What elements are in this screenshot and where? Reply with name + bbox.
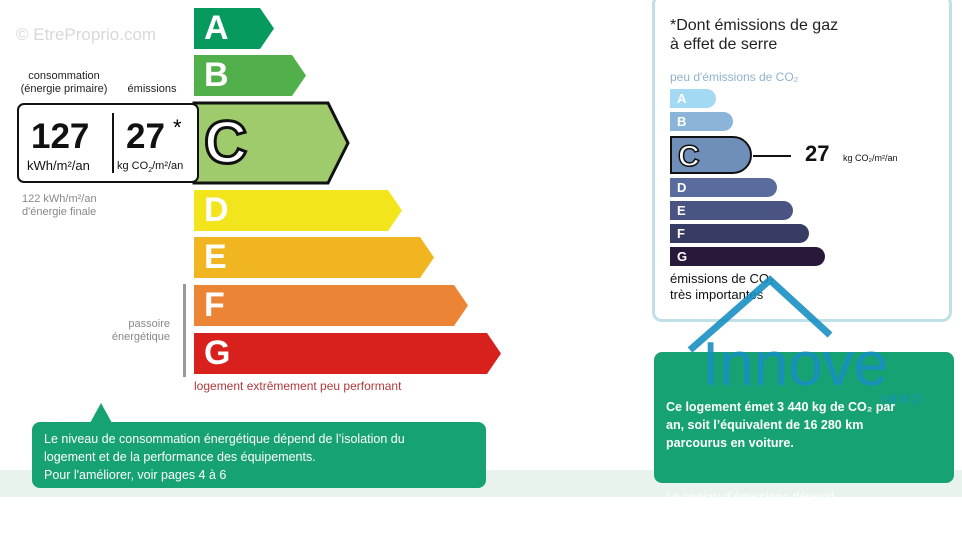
- unit-kg: kg CO: [117, 160, 149, 172]
- logo-sub: IMMO: [880, 392, 925, 405]
- watermark: © EtreProprio.com: [16, 25, 157, 44]
- ges-class-e: E: [670, 201, 793, 220]
- divider: [112, 113, 114, 173]
- passoire-divider: [183, 284, 186, 377]
- energy-class-c: C: [194, 103, 348, 183]
- innove-logo: Innove IMMO: [687, 275, 925, 405]
- ges-value: 27: [805, 141, 830, 166]
- consumption-label: consommation (énergie primaire): [20, 70, 108, 95]
- ges-class-g: G: [670, 247, 825, 266]
- asterisk: *: [173, 115, 182, 140]
- ges-pointer-line: [753, 155, 791, 157]
- logo-name: Innove: [702, 330, 888, 399]
- consumption-value: 127: [31, 117, 90, 156]
- unit-rest: /m²/an: [152, 160, 184, 172]
- worst-label: logement extrêmement peu performant: [194, 379, 402, 393]
- ges-unit: kg CO₂/m²/an: [843, 153, 898, 163]
- ges-note-bold: Ce logement émet 3 440 kg de CO₂ par an,…: [666, 400, 896, 450]
- energy-note: Le niveau de consommation énergétique dé…: [32, 422, 486, 488]
- passoire-label: passoire énergétique: [111, 318, 170, 343]
- note-pointer: [90, 403, 112, 423]
- energy-class-d: D: [194, 190, 402, 231]
- ges-low-label: peu d'émissions de CO₂: [670, 70, 799, 84]
- ges-note-text: Le niveau d’émissions dépend principalem…: [666, 490, 890, 540]
- consumption-unit: kWh/m²/an: [27, 158, 90, 173]
- energy-class-e: E: [194, 237, 434, 278]
- ges-class-d: D: [670, 178, 777, 197]
- energy-class-a: A: [194, 8, 274, 49]
- energy-class-g: G: [194, 333, 501, 374]
- emissions-value: 27: [126, 117, 165, 156]
- ges-class-a: A: [670, 89, 716, 108]
- ges-class-b: B: [670, 112, 733, 131]
- rating-box: 127 kWh/m²/an 27 * kg CO2/m²/an: [17, 103, 199, 183]
- final-energy: 122 kWh/m²/an d'énergie finale: [22, 193, 97, 218]
- ges-title: *Dont émissions de gaz à effet de serre: [670, 17, 839, 53]
- ges-panel: [652, 0, 952, 322]
- ges-class-c: C: [670, 136, 752, 174]
- ges-class-f: F: [670, 224, 809, 243]
- unit-sub: 2: [148, 167, 153, 175]
- energy-class-b: B: [194, 55, 306, 96]
- logo-house-roof: [687, 275, 833, 353]
- emissions-label: émissions: [127, 83, 177, 95]
- emissions-unit: kg CO2/m²/an: [117, 160, 183, 174]
- energy-class-f: F: [194, 285, 468, 326]
